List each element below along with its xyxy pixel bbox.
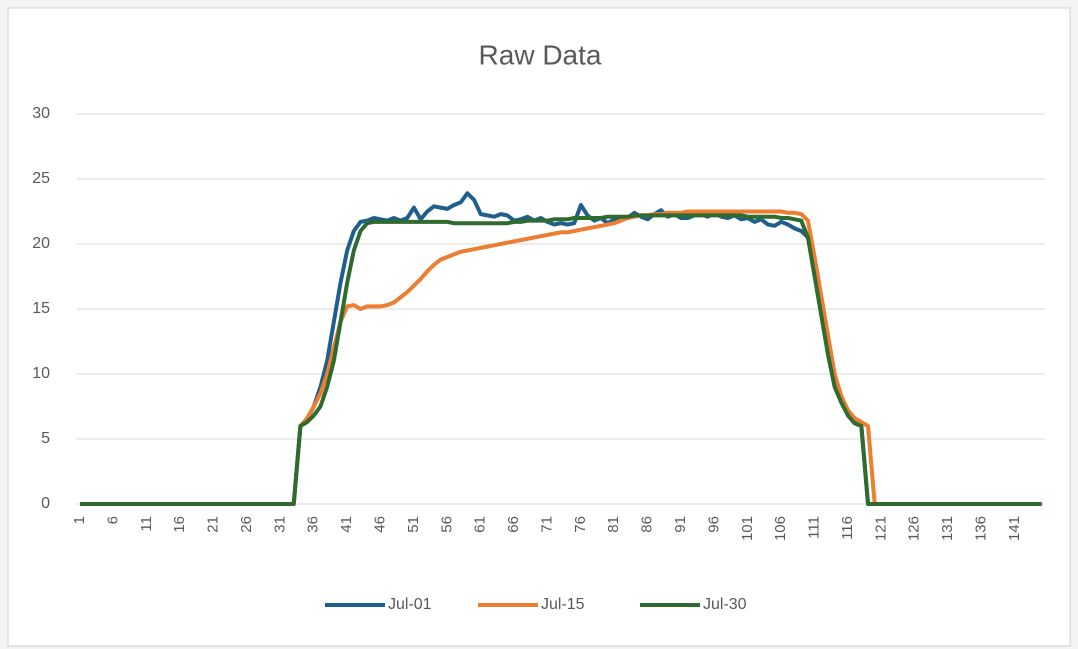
chart-title: Raw Data — [479, 39, 602, 70]
chart-area — [7, 7, 1071, 647]
x-tick-label: 71 — [538, 516, 555, 533]
x-tick-label: 86 — [639, 516, 656, 533]
x-tick-label: 141 — [1006, 516, 1023, 541]
x-tick-label: 1 — [71, 516, 88, 524]
legend-label: Jul-15 — [541, 596, 585, 613]
x-tick-label: 56 — [438, 516, 455, 533]
x-tick-label: 51 — [405, 516, 422, 533]
y-tick-label: 0 — [41, 495, 50, 512]
series-line — [80, 213, 1042, 506]
x-tick-label: 36 — [305, 516, 322, 533]
x-tick-label: 66 — [505, 516, 522, 533]
x-tick-label: 16 — [171, 516, 188, 533]
x-tick-label: 31 — [271, 516, 288, 533]
x-tick-label: 6 — [104, 516, 121, 524]
legend-label: Jul-30 — [703, 596, 747, 613]
x-tick-label: 11 — [138, 516, 155, 532]
x-tick-label: 111 — [806, 516, 823, 539]
x-tick-label: 101 — [739, 516, 756, 541]
x-tick-label: 131 — [939, 516, 956, 541]
x-tick-label: 116 — [839, 516, 856, 540]
y-tick-label: 20 — [32, 235, 50, 252]
x-tick-label: 61 — [472, 516, 489, 533]
y-tick-label: 15 — [32, 300, 50, 317]
x-tick-label: 41 — [338, 516, 355, 533]
x-tick-label: 26 — [238, 516, 255, 533]
x-tick-label: 136 — [973, 516, 990, 541]
x-tick-label: 76 — [572, 516, 589, 533]
y-tick-label: 10 — [32, 365, 50, 382]
x-tick-label: 91 — [672, 516, 689, 533]
legend-label: Jul-01 — [388, 596, 432, 613]
x-tick-label: 121 — [872, 516, 889, 541]
x-tick-label: 126 — [906, 516, 923, 541]
y-tick-label: 5 — [41, 430, 50, 447]
x-tick-label: 46 — [372, 516, 389, 533]
x-tick-label: 81 — [605, 516, 622, 533]
y-tick-label: 25 — [32, 170, 50, 187]
x-tick-label: 106 — [772, 516, 789, 541]
x-tick-label: 21 — [205, 516, 222, 533]
x-tick-label: 96 — [705, 516, 722, 533]
y-tick-label: 30 — [32, 105, 50, 122]
